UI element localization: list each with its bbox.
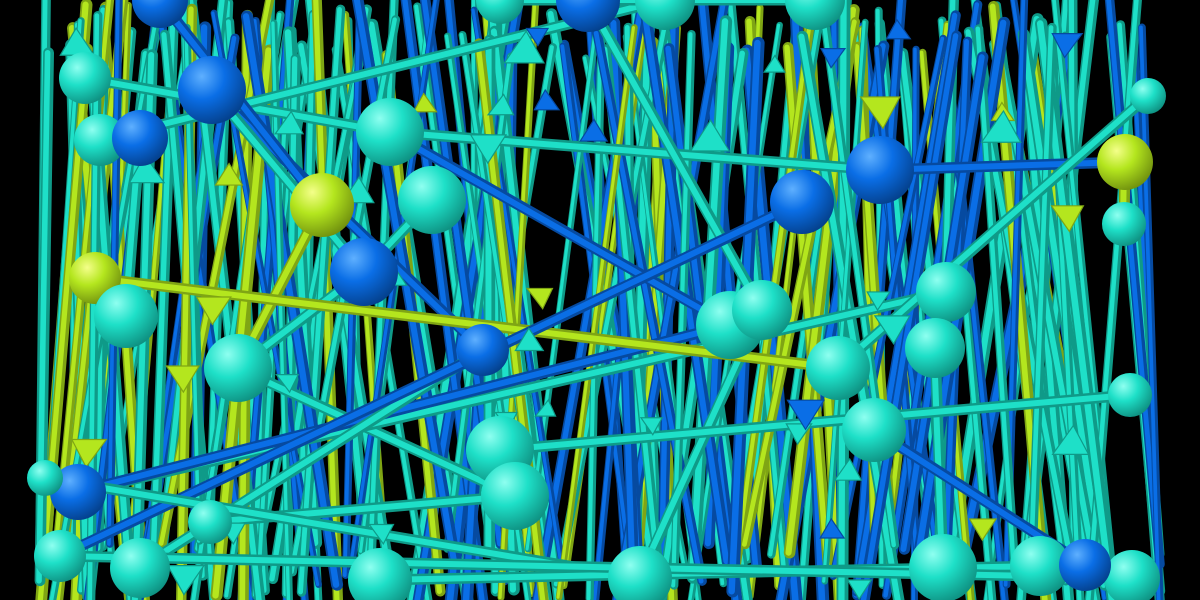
sphere-node-cyan (356, 98, 424, 166)
fiber-tube (821, 18, 869, 585)
arrowhead-cone (639, 417, 664, 436)
sphere-node-cyan (348, 548, 412, 600)
arrowhead-cone (866, 291, 892, 312)
sphere-node-cyan (806, 336, 870, 400)
sphere-node-cyan (1102, 202, 1146, 246)
sphere-node-cyan (732, 280, 792, 340)
edge-tube (206, 84, 370, 278)
arrowhead-cone (486, 93, 515, 116)
arrowhead-cone (873, 315, 911, 345)
sphere-node-cyan (842, 398, 906, 462)
sphere-node-lime (290, 173, 354, 237)
arrowhead-cone (1051, 33, 1084, 59)
sphere-node-blue (50, 464, 106, 520)
sphere-node-cyan (110, 538, 170, 598)
sphere-node-cyan (94, 284, 158, 348)
fiber-tube (974, 24, 1020, 574)
arrowhead-cone (275, 374, 300, 394)
fiber-tube (270, 19, 293, 600)
sphere-node-blue (770, 170, 834, 234)
sphere-node-cyan (481, 462, 549, 530)
sphere-node-cyan (59, 52, 111, 104)
arrowhead-cone (763, 54, 786, 73)
sphere-node-cyan (916, 262, 976, 322)
sphere-node-cyan (27, 460, 63, 496)
arrowhead-cone (274, 110, 305, 135)
fiber-tube (1138, 23, 1164, 600)
sphere-node-cyan (188, 500, 232, 544)
sphere-node-cyan (476, 0, 524, 24)
arrowhead-cone (469, 134, 508, 165)
sphere-node-cyan (74, 114, 126, 166)
sphere-node-blue (132, 0, 188, 28)
arrowhead-cone (968, 518, 998, 542)
fiber-tube (1104, 0, 1165, 569)
arrowhead-cone (368, 523, 395, 546)
edge-tube (494, 389, 1136, 456)
arrowhead-cone (525, 27, 550, 47)
arrowhead-cone (1050, 205, 1085, 233)
edge-tube (582, 0, 768, 316)
arrowhead-cone (786, 399, 826, 431)
arrowhead-cone (514, 327, 545, 352)
edge-tube (232, 362, 521, 502)
sphere-node-cyan (1010, 536, 1070, 596)
sphere-node-blue (330, 238, 398, 306)
sphere-node-cyan (204, 334, 272, 402)
arrowhead-cone (820, 48, 847, 69)
arrowhead-cone (214, 162, 244, 186)
edge-tube (384, 126, 736, 331)
sphere-node-blue (457, 324, 509, 376)
sphere-node-cyan (1104, 550, 1160, 600)
sphere-node-cyan (34, 530, 86, 582)
arrowhead-cone (689, 119, 731, 152)
arrowhead-cone (1051, 424, 1090, 455)
arrowhead-cone (534, 398, 557, 417)
sphere-node-cyan (1130, 78, 1166, 114)
sphere-node-cyan (909, 534, 977, 600)
arrowhead-cone (579, 118, 609, 142)
sphere-node-cyan (785, 0, 845, 30)
arrowhead-cone (128, 153, 166, 184)
edge-tube (874, 156, 1131, 176)
sphere-node-cyan (608, 546, 672, 600)
arrowhead-cone (846, 579, 873, 600)
sphere-node-blue (556, 0, 620, 32)
sphere-node-blue (846, 136, 914, 204)
arrowhead-cone (412, 92, 438, 113)
arrowhead-cone (525, 287, 554, 310)
edge-tube (384, 126, 886, 176)
edge-tube (72, 319, 736, 498)
arrowhead-cone (70, 438, 108, 469)
sphere-node-cyan (635, 0, 695, 30)
sphere-node-cyan (905, 318, 965, 378)
sphere-node-lime (1097, 134, 1153, 190)
node-layer (27, 0, 1166, 600)
fiber-tube (1026, 22, 1057, 593)
sphere-node-blue (112, 110, 168, 166)
sphere-node-cyan (398, 166, 466, 234)
fiber-tube (555, 24, 638, 600)
arrowhead-cone (165, 365, 201, 394)
arrowhead-layer (59, 18, 1090, 600)
arrowhead-cone (885, 18, 912, 40)
arrowhead-cone (819, 517, 846, 539)
arrowhead-cone (533, 88, 561, 111)
arrowhead-cone (166, 565, 206, 596)
fiber-tube (859, 30, 962, 600)
edge-tube (929, 342, 949, 574)
arrowhead-cone (503, 30, 545, 64)
sphere-node-blue (178, 56, 246, 124)
sphere-node-cyan (1108, 373, 1152, 417)
arrowhead-cone (980, 109, 1022, 143)
arrowhead-cone (833, 457, 863, 481)
fiber-tube (524, 19, 601, 553)
arrowhead-cone (859, 96, 901, 130)
arrowhead-cone (195, 296, 232, 326)
sphere-node-blue (1059, 539, 1111, 591)
